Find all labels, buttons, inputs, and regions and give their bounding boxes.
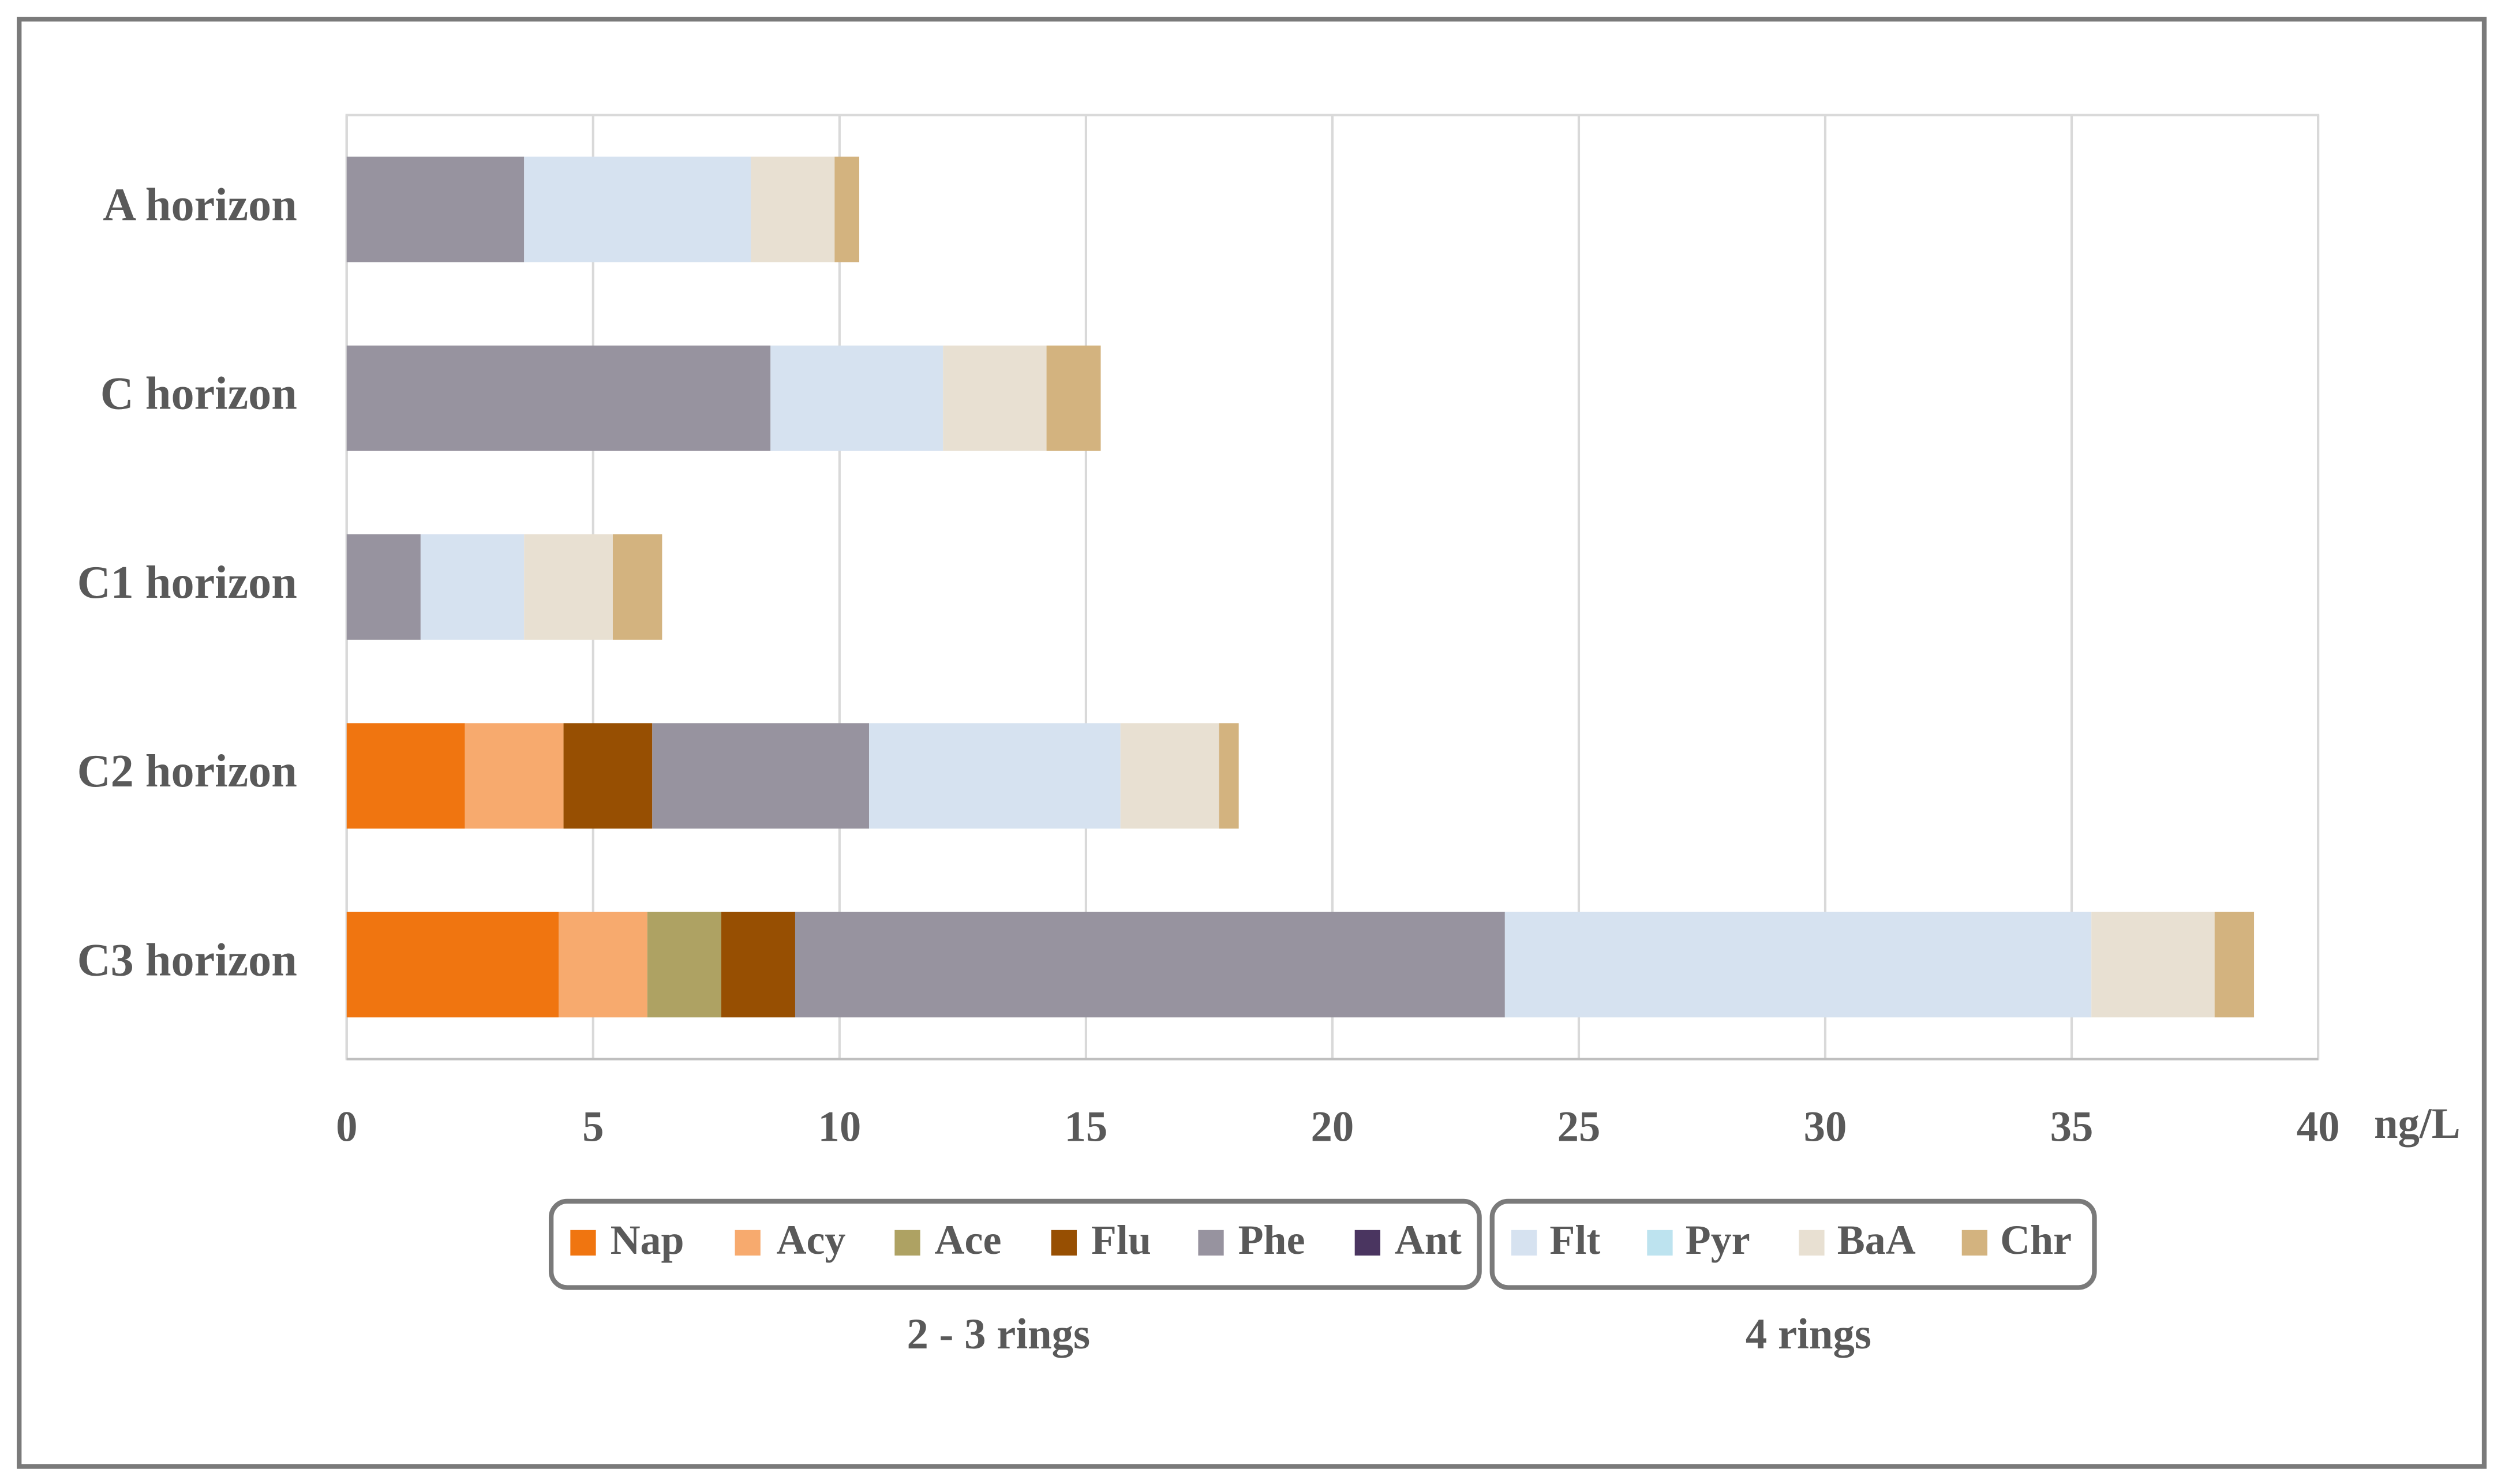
bar-segment (652, 723, 870, 829)
legend-group-label: 4 rings (1746, 1310, 1871, 1358)
bar-segment (346, 534, 421, 640)
bar-segment (559, 912, 647, 1018)
bar-segment (346, 912, 559, 1018)
legend-label: Flu (1091, 1217, 1151, 1263)
bar-segment (834, 156, 860, 263)
legend-marker (570, 1230, 596, 1256)
bar-segment (647, 912, 721, 1018)
legend-label: Pyr (1686, 1217, 1750, 1263)
legend-marker (735, 1230, 761, 1256)
legend-group-box (1489, 1198, 2097, 1290)
bar-segment (1504, 912, 2092, 1018)
legend-label: BaA (1837, 1217, 1916, 1263)
legend-label: Ant (1395, 1217, 1462, 1263)
legend-marker (1647, 1230, 1673, 1256)
bar-segment (869, 723, 1121, 829)
legend-group-box (548, 1198, 1482, 1290)
legend-marker (1799, 1230, 1825, 1256)
legend-label: Phe (1238, 1217, 1305, 1263)
bar-segment (1219, 723, 1239, 829)
bar-segment (465, 723, 564, 829)
legend-marker (894, 1230, 920, 1256)
y-tick-label: C2 horizon (77, 745, 297, 797)
x-tick-label: 15 (1065, 1103, 1108, 1151)
legend-marker (1511, 1230, 1537, 1256)
legend-marker (1961, 1230, 1988, 1256)
y-tick-label: C3 horizon (77, 934, 297, 985)
y-tick-label: C horizon (100, 368, 297, 419)
legend-marker (1198, 1230, 1224, 1256)
x-tick-label: 40 (2297, 1103, 2340, 1151)
bar-segment (751, 156, 835, 263)
bar-segment (346, 345, 771, 451)
y-tick-label: C1 horizon (77, 557, 297, 608)
bar-segment (346, 156, 525, 263)
x-tick-label: 10 (818, 1103, 861, 1151)
x-axis-label: ng/L (2374, 1100, 2461, 1148)
legend-label: Flt (1549, 1217, 1600, 1263)
legend-group-label: 2 - 3 rings (907, 1310, 1090, 1358)
x-tick-label: 0 (336, 1103, 357, 1151)
x-tick-label: 35 (2050, 1103, 2094, 1151)
legend-label: Chr (2000, 1217, 2072, 1263)
bar-segment (1120, 723, 1219, 829)
bar-segment (2091, 912, 2215, 1018)
x-tick-label: 5 (582, 1103, 604, 1151)
x-tick-label: 25 (1557, 1103, 1601, 1151)
y-tick-label: A horizon (103, 179, 297, 230)
bar-segment (795, 912, 1505, 1018)
bar-segment (721, 912, 795, 1018)
legend-label: Ace (935, 1217, 1002, 1263)
bar-segment (524, 156, 751, 263)
legend-marker (1051, 1230, 1077, 1256)
x-tick-label: 30 (1804, 1103, 1847, 1151)
legend-label: Acy (776, 1217, 845, 1263)
bar-segment (420, 534, 525, 640)
bar-segment (563, 723, 653, 829)
bar-segment (1046, 345, 1101, 451)
bar-segment (524, 534, 613, 640)
legend-label: Nap (611, 1217, 684, 1263)
bar-segment (770, 345, 943, 451)
bar-segment (612, 534, 662, 640)
legend-marker (1354, 1230, 1380, 1256)
x-tick-label: 20 (1311, 1103, 1354, 1151)
bar-segment (346, 723, 465, 829)
bar-segment (943, 345, 1047, 451)
bar-segment (2214, 912, 2255, 1018)
